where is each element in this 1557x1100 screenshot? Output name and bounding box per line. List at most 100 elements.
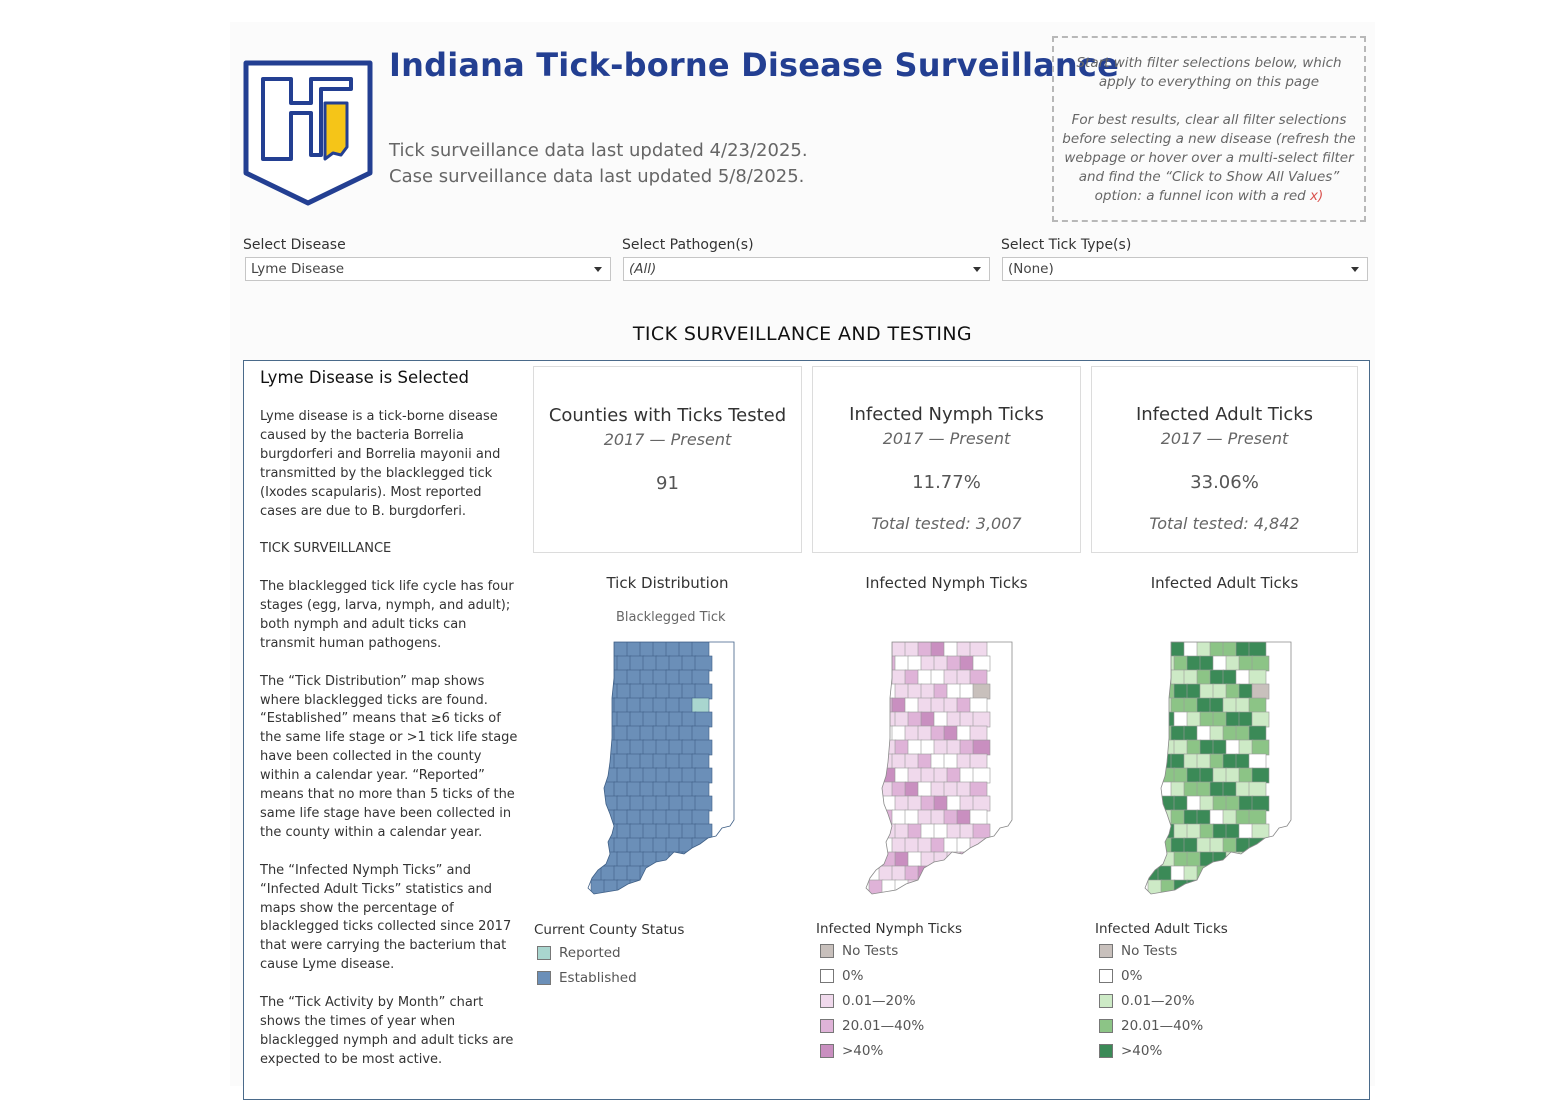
county-shape[interactable] bbox=[878, 781, 894, 798]
county-shape[interactable] bbox=[655, 711, 671, 728]
county-shape[interactable] bbox=[1157, 725, 1173, 742]
county-shape[interactable] bbox=[1225, 655, 1241, 672]
county-shape[interactable] bbox=[600, 642, 616, 658]
county-shape[interactable] bbox=[907, 851, 923, 868]
county-shape[interactable] bbox=[894, 683, 910, 700]
county-shape[interactable] bbox=[972, 711, 991, 728]
county-shape[interactable] bbox=[1170, 893, 1186, 900]
county-shape[interactable] bbox=[1235, 781, 1251, 798]
county-shape[interactable] bbox=[600, 669, 616, 686]
county-shape[interactable] bbox=[1199, 767, 1215, 784]
county-shape[interactable] bbox=[891, 642, 907, 658]
county-shape[interactable] bbox=[904, 697, 920, 714]
county-shape[interactable] bbox=[956, 837, 972, 854]
county-shape[interactable] bbox=[1160, 711, 1176, 728]
county-shape[interactable] bbox=[959, 711, 975, 728]
county-shape[interactable] bbox=[642, 683, 658, 700]
county-shape[interactable] bbox=[678, 893, 694, 900]
county-shape[interactable] bbox=[1147, 739, 1163, 756]
county-shape[interactable] bbox=[639, 893, 655, 900]
county-shape[interactable] bbox=[933, 739, 949, 756]
county-shape[interactable] bbox=[655, 823, 671, 840]
county-shape[interactable] bbox=[907, 711, 923, 728]
county-shape[interactable] bbox=[1199, 711, 1215, 728]
county-shape[interactable] bbox=[1157, 753, 1173, 770]
county-shape[interactable] bbox=[655, 851, 671, 868]
county-shape[interactable] bbox=[868, 739, 884, 756]
county-shape[interactable] bbox=[626, 837, 642, 854]
county-shape[interactable] bbox=[1222, 865, 1238, 882]
county-shape[interactable] bbox=[969, 781, 988, 798]
county-shape[interactable] bbox=[894, 823, 910, 840]
county-shape[interactable] bbox=[652, 753, 668, 770]
county-shape[interactable] bbox=[678, 669, 694, 686]
county-shape[interactable] bbox=[1157, 642, 1173, 658]
county-shape[interactable] bbox=[613, 865, 629, 882]
county-shape[interactable] bbox=[904, 865, 920, 882]
county-shape[interactable] bbox=[1147, 795, 1163, 812]
county-shape[interactable] bbox=[972, 655, 991, 672]
county-shape[interactable] bbox=[881, 683, 897, 700]
county-shape[interactable] bbox=[878, 753, 894, 770]
county-shape[interactable] bbox=[691, 725, 710, 742]
county-shape[interactable] bbox=[588, 781, 603, 798]
county-shape[interactable] bbox=[1235, 753, 1251, 770]
county-shape[interactable] bbox=[1225, 879, 1241, 895]
county-shape[interactable] bbox=[668, 823, 684, 840]
county-shape[interactable] bbox=[588, 893, 603, 900]
county-shape[interactable] bbox=[681, 823, 697, 840]
county-shape[interactable] bbox=[678, 642, 694, 658]
county-shape[interactable] bbox=[626, 753, 642, 770]
county-shape[interactable] bbox=[868, 795, 884, 812]
county-shape[interactable] bbox=[920, 711, 936, 728]
county-shape[interactable] bbox=[894, 795, 910, 812]
county-shape[interactable] bbox=[1235, 697, 1251, 714]
county-shape[interactable] bbox=[1183, 781, 1199, 798]
county-shape[interactable] bbox=[1157, 781, 1173, 798]
county-shape[interactable] bbox=[1248, 725, 1267, 742]
county-shape[interactable] bbox=[969, 642, 988, 658]
county-shape[interactable] bbox=[1212, 711, 1228, 728]
county-shape[interactable] bbox=[691, 781, 710, 798]
county-shape[interactable] bbox=[904, 642, 920, 658]
county-shape[interactable] bbox=[959, 739, 975, 756]
county-shape[interactable] bbox=[943, 669, 959, 686]
county-shape[interactable] bbox=[881, 879, 897, 895]
county-shape[interactable] bbox=[1183, 753, 1199, 770]
county-shape[interactable] bbox=[1248, 697, 1267, 714]
county-shape[interactable] bbox=[642, 739, 658, 756]
county-shape[interactable] bbox=[655, 739, 671, 756]
county-shape[interactable] bbox=[969, 725, 988, 742]
county-shape[interactable] bbox=[930, 837, 946, 854]
county-shape[interactable] bbox=[1238, 683, 1254, 700]
county-shape[interactable] bbox=[920, 823, 936, 840]
county-shape[interactable] bbox=[1222, 669, 1238, 686]
county-shape[interactable] bbox=[1209, 837, 1225, 854]
county-shape[interactable] bbox=[691, 697, 710, 714]
county-shape[interactable] bbox=[969, 753, 988, 770]
county-shape[interactable] bbox=[1170, 725, 1186, 742]
county-shape[interactable] bbox=[590, 823, 606, 840]
county-shape[interactable] bbox=[1170, 642, 1186, 658]
tick-distribution-map[interactable] bbox=[584, 638, 754, 900]
county-shape[interactable] bbox=[691, 893, 710, 900]
county-shape[interactable] bbox=[1212, 739, 1228, 756]
county-shape[interactable] bbox=[907, 767, 923, 784]
county-shape[interactable] bbox=[1170, 837, 1186, 854]
county-shape[interactable] bbox=[1222, 642, 1238, 658]
county-shape[interactable] bbox=[933, 879, 949, 895]
county-shape[interactable] bbox=[1157, 865, 1173, 882]
county-shape[interactable] bbox=[600, 753, 616, 770]
county-shape[interactable] bbox=[956, 893, 972, 900]
county-shape[interactable] bbox=[1199, 739, 1215, 756]
county-shape[interactable] bbox=[694, 655, 713, 672]
county-shape[interactable] bbox=[956, 865, 972, 882]
county-shape[interactable] bbox=[626, 781, 642, 798]
county-shape[interactable] bbox=[891, 697, 907, 714]
county-shape[interactable] bbox=[590, 767, 606, 784]
county-shape[interactable] bbox=[930, 893, 946, 900]
county-shape[interactable] bbox=[1238, 795, 1254, 812]
county-shape[interactable] bbox=[943, 781, 959, 798]
county-shape[interactable] bbox=[933, 767, 949, 784]
pathogen-select[interactable]: (All) bbox=[623, 257, 990, 281]
